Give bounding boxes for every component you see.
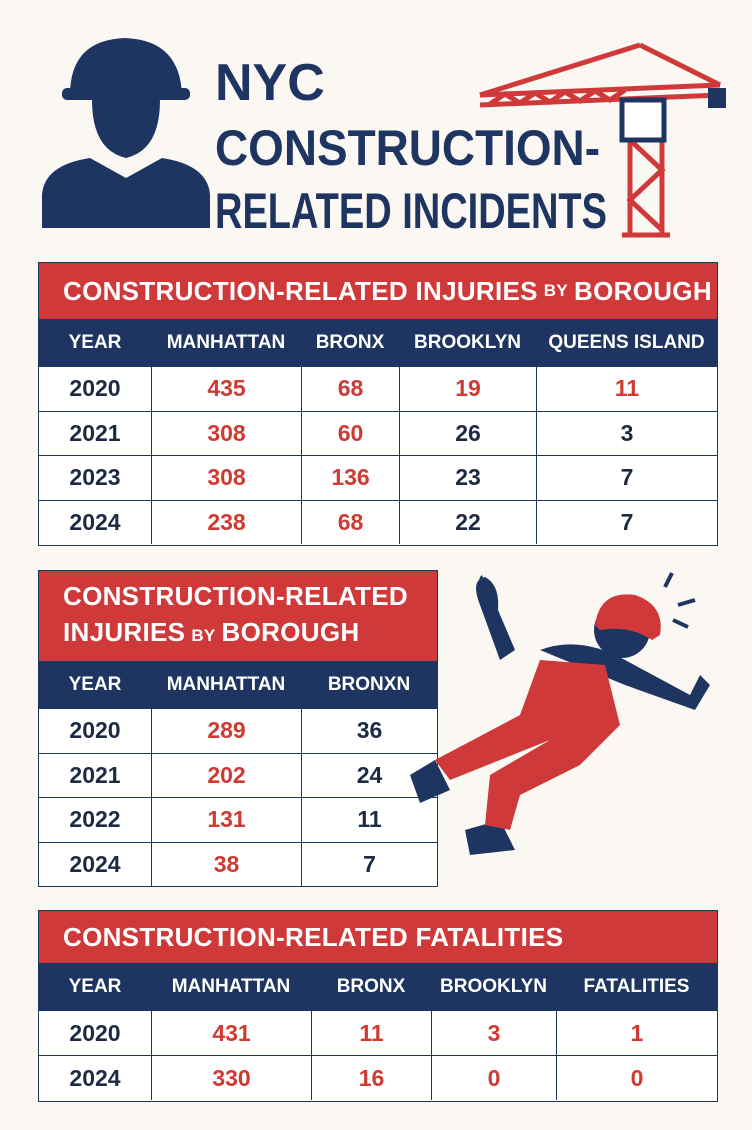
cell: 431 [151,1010,311,1055]
cell: 289 [151,708,301,753]
cell: 7 [301,841,437,886]
table-grid: YEAR MANHATTAN BRONX BROOKLYN FATALITIES… [39,963,717,1100]
title-line: INJURIES BY BOROUGH [63,614,359,654]
cell: 19 [399,366,536,411]
cell: 238 [151,499,301,544]
title-part: BOROUGH [574,275,712,306]
header-cell: MANHATTAN [151,963,311,1010]
header-cell: BRONX [301,319,399,366]
cell: 60 [301,410,399,455]
header-cell: BRONXN [301,661,437,708]
cell: 11 [536,366,717,411]
cell: 68 [301,499,399,544]
cell: 330 [151,1055,311,1100]
cell: 3 [536,410,717,455]
cell: 0 [431,1055,556,1100]
cell: 308 [151,410,301,455]
table-title: CONSTRUCTION-RELATED INJURIES BY BOROUGH [39,571,437,661]
falling-worker [410,572,710,855]
cell: 7 [536,455,717,500]
cell: 2021 [39,752,151,798]
cell: 202 [151,752,301,797]
cell: 2020 [39,708,151,753]
title-line: CONSTRUCTION- [215,120,600,176]
title-line: NYC [215,54,325,112]
title-line: RELATED INCIDENTS [215,183,607,239]
cell: 308 [151,455,301,500]
title-part: BY [191,626,216,645]
cell: 3 [431,1010,556,1055]
header-cell: YEAR [39,661,151,708]
cell: 2024 [39,1055,151,1100]
cell: 16 [311,1055,431,1100]
title-part: CONSTRUCTION-RELATED [63,581,408,611]
cell: 136 [301,455,399,500]
header-cell: MANHATTAN [151,319,301,366]
header-cell: BROOKLYN [431,963,556,1010]
table: CONSTRUCTION-RELATED FATALITIES YEAR MAN… [38,910,718,1102]
header: NYC CONSTRUCTION- RELATED INCIDENTS [42,38,726,239]
header-cell: BRONX [311,963,431,1010]
cell: 38 [151,841,301,886]
cell: 2022 [39,797,151,842]
cell: 2024 [39,841,151,887]
header-cell: BROOKLYN [399,319,536,366]
cell: 435 [151,366,301,411]
cell: 36 [301,708,437,753]
cell: 2024 [39,499,151,545]
table: CONSTRUCTION-RELATED INJURIES BY BOROUGH Y… [38,262,718,546]
table-grid: YEAR MANHATTAN BRONX BROOKLYN QUEENS ISL… [39,319,717,544]
header-cell: QUEENS ISLAND [536,319,717,366]
cell: 11 [301,797,437,842]
crane-cab [619,97,667,143]
cell: 23 [399,455,536,500]
cell: 7 [536,499,717,544]
table: CONSTRUCTION-RELATED INJURIES BY BOROUGH Y… [38,570,438,887]
title-part: CONSTRUCTION-RELATED INJURIES [63,275,538,306]
header-cell: YEAR [39,963,151,1010]
cell: 2023 [39,455,151,500]
cell: 2021 [39,410,151,456]
table-title: CONSTRUCTION-RELATED FATALITIES [39,911,717,963]
cell: 11 [311,1010,431,1055]
worker-icon [42,38,210,228]
header-cell: MANHATTAN [151,661,301,708]
cell: 24 [301,752,437,797]
cell: 68 [301,366,399,411]
header-cell: YEAR [39,319,151,366]
cell: 1 [556,1010,717,1055]
header-cell: FATALITIES [556,963,717,1010]
title-part: BOROUGH [221,617,360,647]
cell: 2020 [39,1010,151,1055]
table-title: CONSTRUCTION-RELATED INJURIES BY BOROUGH [39,263,717,319]
crane-weight [708,88,726,108]
cell: 131 [151,797,301,842]
cell: 22 [399,499,536,544]
cell: 0 [556,1055,717,1100]
cell: 2020 [39,366,151,411]
table-grid: YEAR MANHATTAN BRONXN 2020 289 36 2021 2… [39,661,437,886]
title-part: BY [543,281,569,300]
title-part: INJURIES [63,617,186,647]
cell: 26 [399,410,536,455]
